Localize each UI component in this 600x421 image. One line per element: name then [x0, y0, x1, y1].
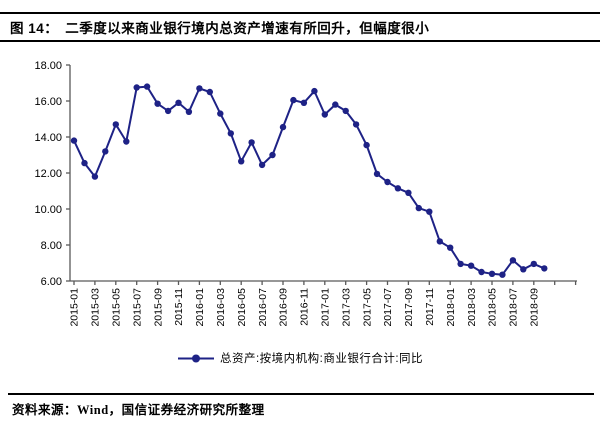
svg-text:2017-05: 2017-05 [361, 288, 373, 327]
source-label: 资料来源： [12, 403, 78, 417]
figure-title: 图 14： 二季度以来商业银行境内总资产增速有所回升，但幅度很小 [10, 17, 429, 37]
svg-text:2015-09: 2015-09 [152, 288, 164, 327]
svg-text:6.00: 6.00 [41, 276, 62, 288]
legend-line-marker-icon [177, 354, 214, 362]
svg-text:2017-09: 2017-09 [403, 288, 415, 327]
svg-text:2018-01: 2018-01 [445, 288, 457, 327]
svg-text:2017-03: 2017-03 [340, 288, 352, 327]
chart-legend: 总资产:按境内机构:商业银行合计:同比 [0, 350, 600, 366]
svg-text:14.00: 14.00 [34, 132, 62, 144]
svg-text:2015-11: 2015-11 [173, 288, 185, 326]
svg-text:2017-07: 2017-07 [382, 288, 394, 327]
chart-area: 18.00 16.00 14.00 12.00 10.00 8.00 6.00 2015-01… [0, 44, 600, 344]
svg-text:2017-01: 2017-01 [319, 288, 331, 327]
title-bottom-rule [0, 40, 600, 42]
svg-text:2015-07: 2015-07 [131, 288, 143, 327]
svg-text:2015-03: 2015-03 [90, 288, 102, 327]
svg-text:2016-03: 2016-03 [215, 288, 227, 327]
svg-text:2015-05: 2015-05 [110, 288, 122, 327]
line-chart: 18.00 16.00 14.00 12.00 10.00 8.00 6.00 2015-01… [34, 60, 577, 327]
svg-text:8.00: 8.00 [41, 240, 62, 252]
svg-text:2017-11: 2017-11 [424, 288, 436, 326]
svg-text:2018-05: 2018-05 [487, 288, 499, 327]
svg-text:18.00: 18.00 [34, 60, 62, 72]
title-top-rule [0, 12, 600, 14]
svg-text:2015-01: 2015-01 [69, 288, 81, 327]
svg-text:12.00: 12.00 [34, 168, 62, 180]
figure-number: 图 14： [10, 21, 59, 36]
footer-rule [8, 393, 594, 395]
svg-text:2016-09: 2016-09 [278, 288, 290, 327]
svg-text:2018-03: 2018-03 [466, 288, 478, 327]
source-text: Wind，国信证券经济研究所整理 [77, 403, 265, 417]
svg-text:2018-09: 2018-09 [528, 288, 540, 327]
svg-text:2016-11: 2016-11 [299, 288, 311, 326]
svg-text:2016-05: 2016-05 [236, 288, 248, 327]
svg-text:16.00: 16.00 [34, 96, 62, 108]
figure-title-text: 二季度以来商业银行境内总资产增速有所回升，但幅度很小 [65, 21, 430, 36]
svg-text:2016-07: 2016-07 [257, 288, 269, 327]
svg-text:2018-07: 2018-07 [508, 288, 520, 327]
source-note: 资料来源：Wind，国信证券经济研究所整理 [12, 399, 265, 418]
svg-text:10.00: 10.00 [34, 204, 62, 216]
svg-text:2016-01: 2016-01 [194, 288, 206, 327]
legend-series-label: 总资产:按境内机构:商业银行合计:同比 [219, 353, 424, 365]
